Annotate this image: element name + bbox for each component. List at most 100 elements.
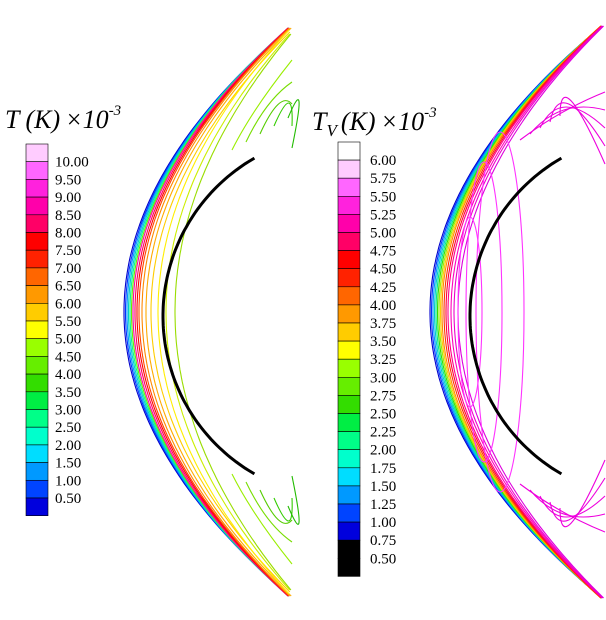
t-legend-label: 2.50 [55,420,81,436]
tv-contour-line [439,25,602,599]
tv-contour-line [430,25,602,599]
tv-legend-swatch [337,413,361,432]
tv-contour-line [433,25,602,599]
tv-legend-label: 4.25 [370,280,396,296]
tv-legend-swatch [337,159,361,179]
tv-legend-swatch [337,467,361,487]
tv-legend-label: 5.00 [370,226,396,242]
t-legend-label: 7.50 [55,243,81,259]
tv-legend-label: 2.25 [370,425,396,441]
t-legend-swatch [25,426,49,446]
t-legend-swatch [25,285,49,304]
tv-legend-swatch [337,395,361,414]
tv-contour-line [435,25,602,599]
t-contour-lines [123,27,300,597]
tv-contour-line [529,106,606,135]
tv-contour-line [441,25,602,599]
t-legend-swatch [25,196,49,216]
t-legend-label: 8.50 [55,208,81,224]
tv-legend-swatch [337,304,361,324]
tv-legend-label: 2.50 [370,407,396,423]
t-legend-label: 9.50 [55,172,81,188]
tv-legend-swatch [337,214,361,233]
t-contour-line [141,27,290,597]
tv-contour-line [443,25,602,599]
tv-legend-label: 6.00 [370,153,396,169]
t-contour-line [231,59,293,151]
tv-contour-line [539,495,606,518]
t-legend-label: 4.50 [55,349,81,365]
t-contour-line [245,481,293,543]
tv-contour-line [519,91,606,141]
tv-title-times: ×10 [381,107,425,136]
t-legend-label: 10.00 [55,155,89,171]
t-contour-line [287,99,300,149]
panel-vibrational-temperature: TV (K) ×10-3 6.00 5.75 5.50 5.25 5.00 4.75 4.50 4… [312,25,606,599]
tv-title-subscript: V [326,121,339,140]
tv-legend-label: 1.50 [370,479,396,495]
t-contour-line [174,33,292,591]
t-legend-label: 4.00 [55,367,81,383]
panel-temperature: T (K) ×10-3 10.009.50 9.00 8.50 8.007.50 7.00 6… [5,27,300,597]
tv-contour-line [438,25,602,599]
tv-legend-label: 5.75 [370,171,396,187]
t-legend-swatch [25,391,49,410]
tv-legend-swatch [337,141,361,161]
tv-legend-label: 0.75 [370,533,396,549]
t-contour-line [259,100,293,135]
tv-legend-label: 2.75 [370,388,396,404]
t-contour-line [136,27,289,597]
tv-legend-swatch [337,177,361,197]
tv-legend-swatch [337,539,361,559]
tv-body-surface [468,156,563,476]
tv-legend-swatch [337,557,361,577]
t-contour-line [273,102,293,127]
t-contour-line [287,475,300,525]
t-title-symbol: T [5,105,21,134]
t-legend-label: 2.00 [55,438,81,454]
t-legend-swatch [25,356,49,375]
t-contour-line [157,29,290,595]
t-contour-line [126,27,289,597]
t-contour-line [231,473,293,565]
t-contour-line [123,27,290,597]
t-contour-line [129,27,289,597]
tv-contour-line [447,25,603,599]
tv-legend-swatch [337,196,361,215]
tv-legend-swatch [337,322,361,342]
tv-legend-label: 3.00 [370,370,396,386]
t-contour-line [127,27,289,597]
tv-legend-swatch [337,268,361,288]
tv-contour-line [549,477,606,522]
tv-legend-label: 1.25 [370,497,396,513]
tv-legend-label: 5.50 [370,189,396,205]
t-legend-swatch [25,497,49,517]
tv-contour-lines [429,25,606,599]
tv-contour-line [429,25,603,599]
tv-legend-label: 4.75 [370,244,396,260]
t-legend: 10.009.50 9.00 8.50 8.007.50 7.00 6.506.00 5.5… [25,143,89,517]
tv-legend-label: 5.25 [370,207,396,223]
tv-contour-line [559,459,606,528]
tv-legend-swatch [337,250,361,270]
tv-contour-line [529,489,606,518]
t-legend-swatch [25,249,49,269]
t-legend-label: 3.50 [55,385,81,401]
t-legend-label: 6.50 [55,279,81,295]
t-contour-line [132,27,289,597]
tv-legend-swatch [337,286,361,306]
tv-contour-line [453,25,604,599]
t-legend-swatch [25,232,49,251]
tv-legend-swatch [337,376,361,396]
tv-title-exponent: -3 [424,105,437,121]
tv-legend-swatch [337,358,361,378]
tv-legend-label: 3.25 [370,352,396,368]
t-legend-swatch [25,409,49,428]
t-legend-swatch [25,373,49,393]
tv-legend-swatch [337,232,361,251]
tv-contour-line [432,25,602,599]
tv-legend-swatch [337,449,361,469]
t-title-exponent: -3 [109,103,122,119]
t-legend-swatch [25,267,49,286]
tv-contour-line [445,25,602,599]
